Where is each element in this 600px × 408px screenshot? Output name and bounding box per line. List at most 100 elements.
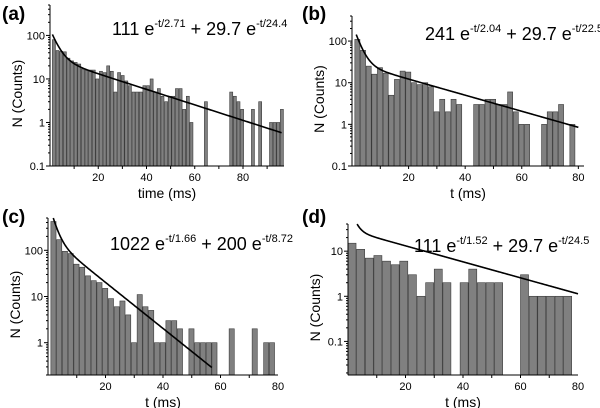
fit-curve xyxy=(51,34,282,134)
histogram-bar xyxy=(456,104,463,167)
x-tick-label: 80 xyxy=(237,172,249,184)
histogram-bar xyxy=(554,295,564,376)
histogram-bar xyxy=(490,98,496,167)
histogram-bar xyxy=(164,101,168,167)
y-tick-label: 0.1 xyxy=(332,161,347,173)
histogram-bar xyxy=(528,295,538,376)
histogram-bar xyxy=(468,268,478,376)
fit-formula: 111 e-t/2.71 + 29.7 e-t/24.4 xyxy=(112,18,287,39)
histogram-bar xyxy=(153,91,158,167)
histogram-bar xyxy=(228,328,235,376)
histogram-bar xyxy=(495,104,502,167)
histogram-bar xyxy=(524,124,530,167)
histogram-bar xyxy=(125,314,132,376)
histogram-bar xyxy=(445,111,451,167)
histogram-bar xyxy=(518,124,525,167)
histogram-bar xyxy=(67,253,74,376)
y-tick-label: 10 xyxy=(331,246,343,258)
fit-curve xyxy=(355,34,579,129)
x-axis-title: t (ms) xyxy=(450,185,486,201)
y-tick-label: 1 xyxy=(341,119,347,131)
histogram-bar xyxy=(411,82,417,167)
histogram-bar xyxy=(569,124,576,167)
histogram-bar xyxy=(276,122,281,167)
histogram-bar xyxy=(171,95,176,167)
histogram-bar xyxy=(77,63,82,167)
histogram-bar xyxy=(394,79,400,167)
histogram-bar xyxy=(56,239,63,376)
histogram-bar xyxy=(459,282,469,376)
histogram-bar xyxy=(388,94,395,167)
histogram-bar xyxy=(88,69,92,167)
histogram-bar xyxy=(507,91,513,167)
histogram-bar xyxy=(377,67,383,167)
panel-c: 1 10 100 20 40 60 80 t (ms) N (Counts) (c) 1022 e-… xyxy=(2,207,293,408)
histogram-bar xyxy=(236,101,241,167)
x-tick-label: 40 xyxy=(459,172,471,184)
x-tick-label: 20 xyxy=(92,172,104,184)
histogram-bar xyxy=(485,282,495,376)
histogram-bar xyxy=(52,39,56,167)
histogram-bar xyxy=(160,95,165,167)
histogram-bar xyxy=(251,328,258,376)
histogram-bar xyxy=(501,104,508,167)
histogram-bar xyxy=(59,51,63,167)
histogram-bar xyxy=(66,57,71,167)
x-tick-label: 80 xyxy=(572,381,584,393)
histogram-bar xyxy=(50,221,57,376)
y-axis-title: N (Counts) xyxy=(7,271,23,339)
histogram-bar xyxy=(119,300,126,376)
histogram-bar xyxy=(110,70,114,167)
histogram-bar xyxy=(280,109,284,167)
histogram-bar xyxy=(347,242,357,376)
y-axis-title: N (Counts) xyxy=(311,65,327,133)
x-tick-label: 60 xyxy=(516,172,528,184)
panel-label: (c) xyxy=(2,207,25,228)
histogram-bar xyxy=(364,257,374,376)
histogram-bar xyxy=(373,255,383,376)
histogram-bar xyxy=(102,72,107,167)
histogram-bar xyxy=(182,109,186,167)
histogram-bar xyxy=(537,295,547,376)
histogram-bar xyxy=(408,274,417,376)
histogram-bar xyxy=(113,91,118,167)
histogram-bar xyxy=(171,320,178,376)
histogram-bar xyxy=(102,288,109,376)
histogram-bar xyxy=(405,71,412,167)
histogram-bar xyxy=(85,275,91,376)
y-tick-label: 100 xyxy=(27,30,45,42)
histogram-bar xyxy=(142,306,149,376)
y-axis-title: N (Counts) xyxy=(307,274,323,342)
histogram-bar xyxy=(251,109,255,167)
histogram-bar xyxy=(131,342,137,376)
histogram-bar xyxy=(165,320,172,376)
histogram-bar xyxy=(263,342,270,376)
histogram-bar xyxy=(159,342,166,376)
histogram-bar xyxy=(365,65,372,167)
y-tick-label: 10 xyxy=(31,292,43,304)
histogram-bar xyxy=(136,294,143,376)
x-tick-label: 60 xyxy=(514,381,526,393)
histogram-bar xyxy=(240,109,244,167)
panel-b: 0.1 1 10 100 20 40 60 80 t (ms) N (Counts) (b) 241 … xyxy=(302,4,600,201)
histogram-bar xyxy=(167,95,172,167)
histogram-bar xyxy=(128,85,132,167)
histogram-bar xyxy=(117,72,121,167)
histogram-bar xyxy=(146,85,150,167)
x-tick-label: 20 xyxy=(402,172,414,184)
histogram-bar xyxy=(416,84,423,167)
histogram-bar xyxy=(354,39,361,167)
histogram-bar xyxy=(95,78,100,167)
histogram-bar xyxy=(433,268,443,376)
histogram-bar xyxy=(546,295,555,376)
histogram-bar xyxy=(91,69,96,167)
histogram-bar xyxy=(360,50,366,167)
panel-d: 0.1 1 10 20 40 60 80 t (ms) N (Counts) (d) 111 e-t… xyxy=(302,207,589,408)
histogram-bar xyxy=(211,342,218,376)
panel-a: 0.1 1 10 100 20 40 60 80 time (ms) N (Counts) (a) 1… xyxy=(2,4,287,201)
histogram-bar xyxy=(81,68,85,167)
histogram-bar xyxy=(205,342,212,376)
fit-formula: 111 e-t/1.52 + 29.7 e-t/24.5 xyxy=(414,235,589,256)
histogram-bar xyxy=(99,70,103,167)
